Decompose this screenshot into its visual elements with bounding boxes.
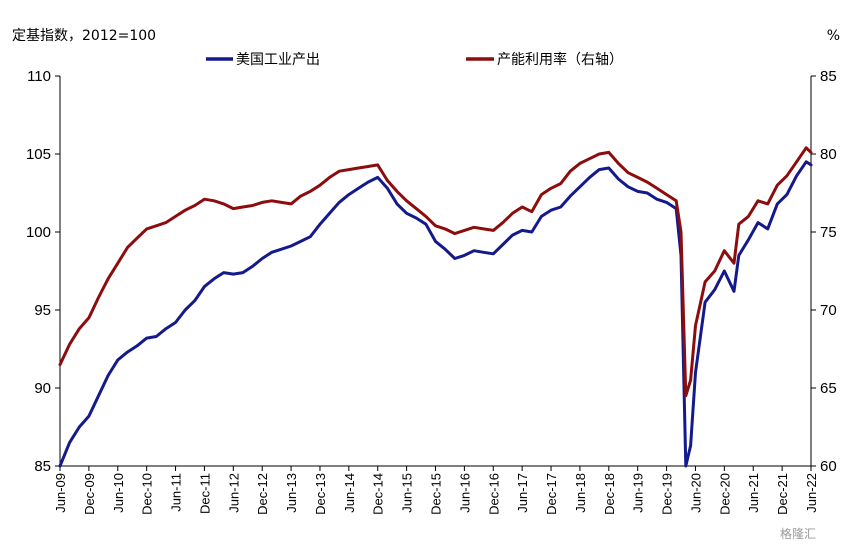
- x-tick-label: Dec-13: [313, 473, 328, 515]
- x-tick-label: Jun-15: [400, 473, 415, 513]
- x-tick-label: Dec-09: [82, 473, 97, 515]
- x-tick-label: Jun-10: [111, 473, 126, 513]
- left-axis-note: 定基指数，2012=100: [12, 27, 156, 44]
- x-tick-label: Jun-11: [169, 473, 184, 512]
- y-left-tick-label: 105: [26, 146, 51, 163]
- legend-label-capacity: 产能利用率（右轴）: [497, 51, 623, 68]
- y-left-tick-label: 90: [34, 380, 51, 397]
- y-right-tick-label: 80: [820, 146, 837, 163]
- x-tick-label: Dec-11: [197, 473, 212, 514]
- y-right-tick-label: 70: [820, 302, 837, 319]
- x-tick-label: Dec-21: [775, 473, 790, 515]
- x-tick-label: Dec-17: [544, 473, 559, 515]
- x-tick-label: Jun-20: [688, 473, 703, 513]
- x-tick-label: Jun-09: [53, 473, 68, 513]
- y-left-tick-label: 100: [26, 224, 51, 241]
- x-tick-label: Jun-21: [746, 473, 761, 513]
- x-tick-label: Jun-19: [631, 473, 646, 513]
- x-tick-label: Dec-12: [255, 473, 270, 515]
- series-layer: [58, 146, 813, 468]
- x-tick-label: Dec-20: [717, 473, 732, 515]
- series-line-industrial-production: [58, 160, 813, 468]
- y-right-tick-label: 65: [820, 380, 837, 397]
- y-left-tick-label: 95: [34, 302, 51, 319]
- y-left-tick-label: 85: [34, 458, 51, 475]
- x-tick-label: Dec-15: [429, 473, 444, 515]
- x-tick-label: Jun-16: [457, 473, 472, 513]
- series-line-capacity-utilization: [58, 146, 813, 398]
- y-right-tick-label: 75: [820, 224, 837, 241]
- legend-label-production: 美国工业产出: [236, 52, 320, 68]
- x-tick-label: Jun-12: [226, 473, 241, 513]
- legend: 美国工业产出 产能利用率（右轴）: [206, 51, 623, 68]
- x-tick-label: Dec-16: [486, 473, 501, 515]
- x-tick-label: Jun-13: [284, 473, 299, 513]
- x-tick-label: Jun-17: [515, 473, 530, 513]
- x-tick-label: Dec-14: [371, 473, 386, 515]
- x-tick-label: Dec-10: [140, 473, 155, 515]
- y-left-tick-label: 110: [27, 68, 51, 85]
- y-right-tick-label: 60: [820, 458, 837, 475]
- x-tick-label: Jun-14: [342, 473, 357, 513]
- watermark: 格隆汇: [780, 526, 816, 541]
- x-tick-label: Dec-18: [602, 473, 617, 515]
- x-tick-label: Dec-19: [660, 473, 675, 515]
- x-tick-label: Jun-22: [804, 473, 819, 513]
- x-tick-label: Jun-18: [573, 473, 588, 513]
- right-axis-note: %: [827, 28, 840, 44]
- y-right-tick-label: 85: [820, 68, 837, 85]
